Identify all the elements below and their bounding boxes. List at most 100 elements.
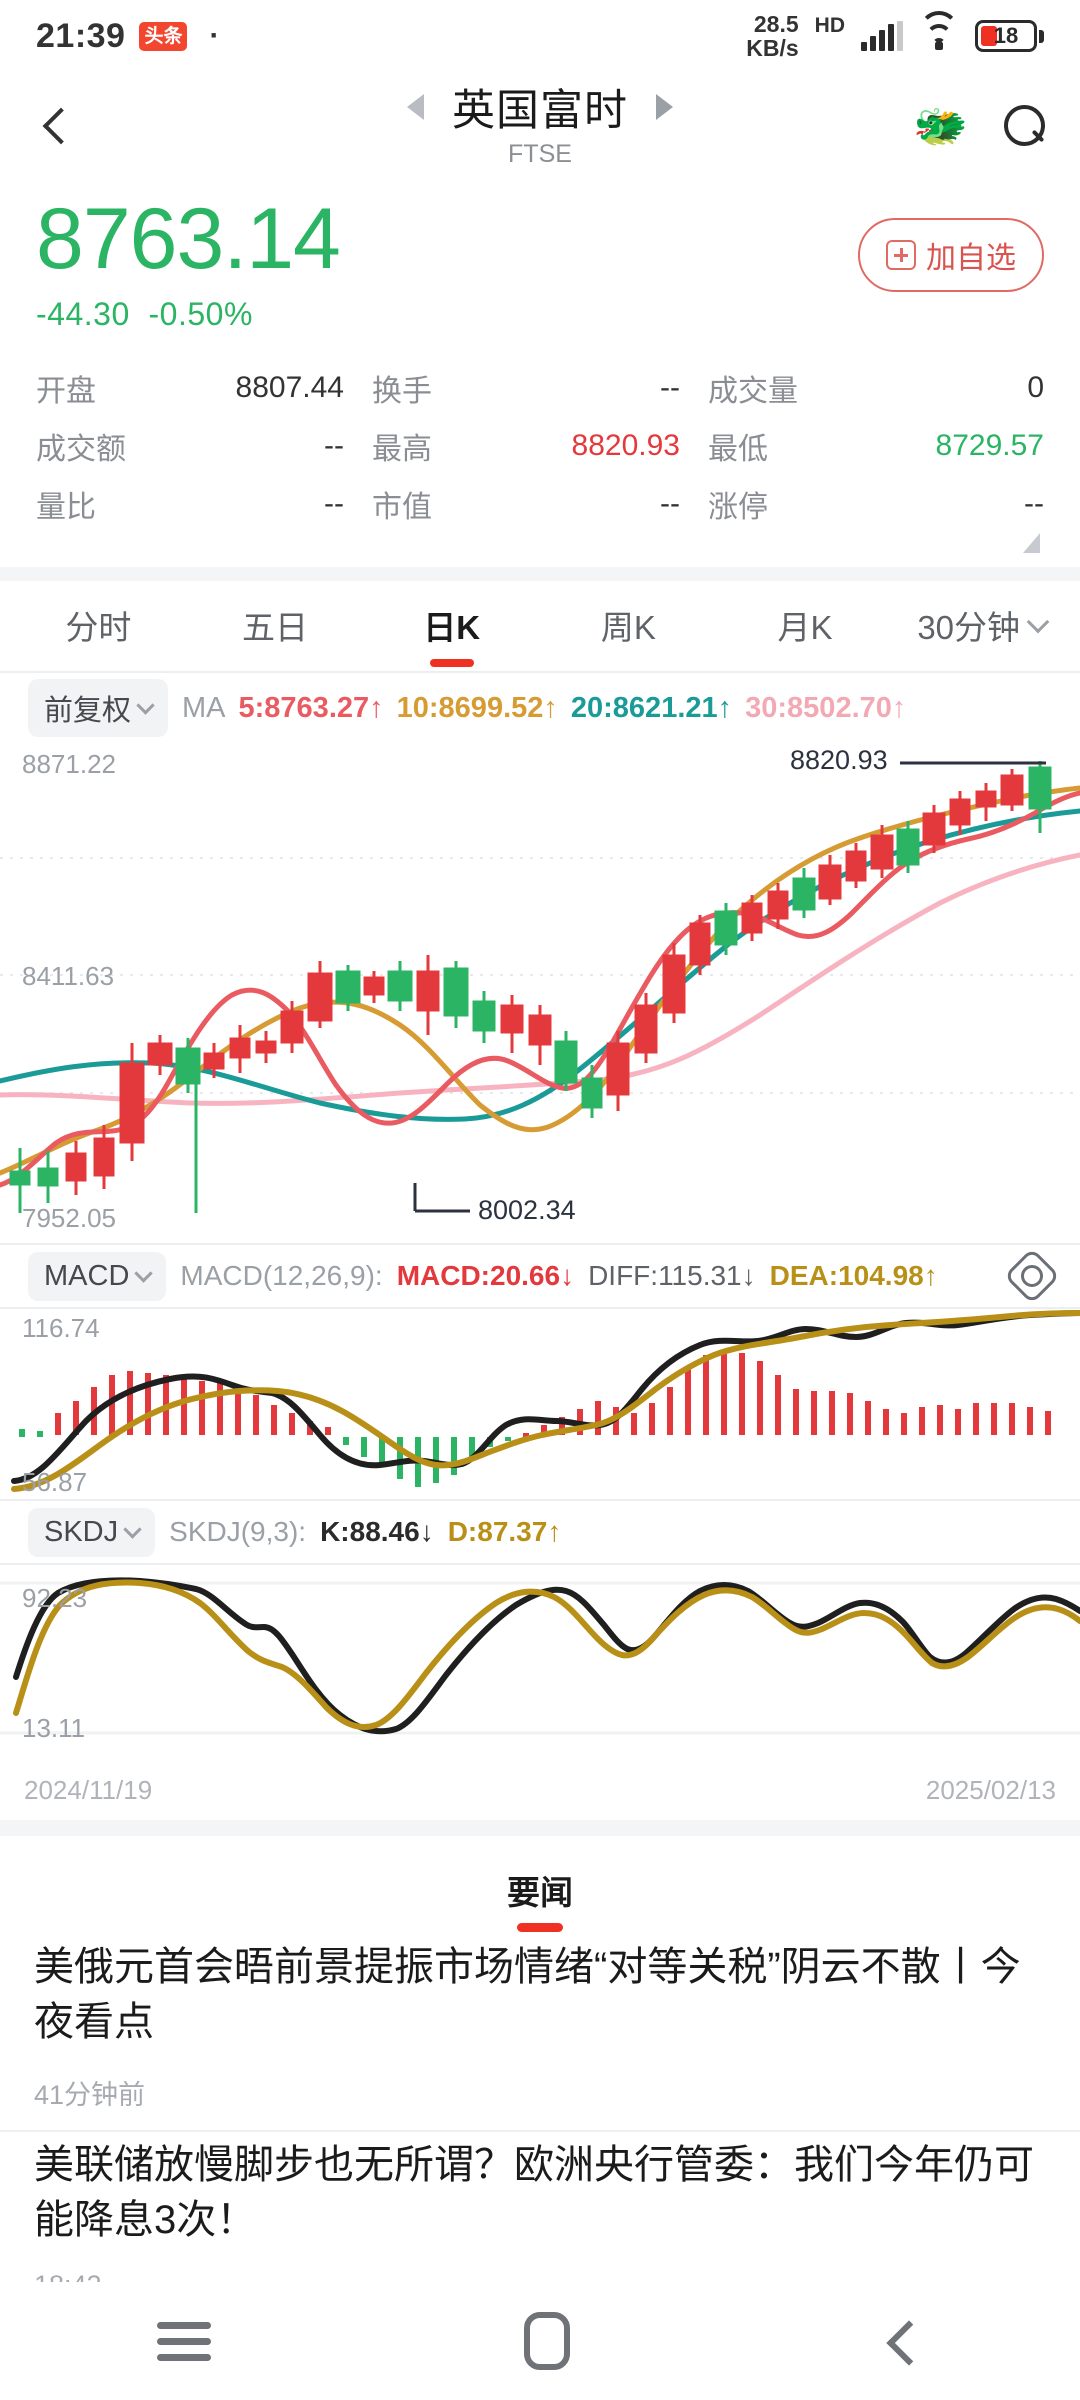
- back-chevron-icon[interactable]: [34, 104, 80, 150]
- stat-turnover-rate: 换手 --: [372, 366, 708, 410]
- date-start: 2024/11/19: [24, 1775, 153, 1806]
- tab-label: 分时: [65, 609, 132, 647]
- stat-label: 涨停: [708, 491, 768, 525]
- stat-amount: 成交额 --: [36, 424, 372, 468]
- tab-label: 日K: [423, 609, 481, 647]
- macd-indicator-header: MACD MACD(12,26,9): MACD:20.66↓ DIFF:115…: [0, 1243, 1080, 1310]
- stat-label: 量比: [36, 491, 96, 525]
- date-end: 2025/02/13: [925, 1775, 1056, 1806]
- stat-volume: 成交量 0: [708, 366, 1044, 410]
- add-to-watchlist-button[interactable]: 加自选: [858, 218, 1044, 292]
- status-icons: 28.5 KB/s HD 18: [746, 11, 1044, 60]
- news-headline: 美俄元首会晤前景提振市场情绪“对等关税”阴云不散丨今夜看点: [34, 1945, 1021, 2045]
- app-header: 英国富时 FTSE 🐲: [0, 72, 1080, 182]
- back-icon[interactable]: [883, 2321, 923, 2361]
- stat-value: 8729.57: [935, 429, 1044, 463]
- chevron-down-icon: [134, 1264, 154, 1283]
- kline-tabs: 分时 五日 日K 周K 月K 30分钟: [0, 581, 1080, 671]
- news-timestamp: 41分钟前: [34, 2079, 146, 2110]
- stat-value: --: [324, 429, 344, 463]
- stat-open: 开盘 8807.44: [36, 366, 372, 410]
- battery-level: 18: [993, 23, 1019, 48]
- tab-label: 月K: [777, 609, 833, 647]
- price-change: -44.30 -0.50%: [36, 296, 1044, 333]
- news-list-item[interactable]: 美俄元首会晤前景提振市场情绪“对等关税”阴云不散丨今夜看点 41分钟前: [0, 1934, 1080, 2111]
- avatar[interactable]: 🐲: [913, 102, 968, 151]
- home-icon[interactable]: [523, 2312, 570, 2370]
- stat-low: 最低 8729.57: [708, 424, 1044, 468]
- tab-headlines[interactable]: 要闻: [507, 1866, 573, 1934]
- macd-name: MACD: [44, 1259, 130, 1292]
- ma20-value: 20:8621.21↑: [570, 691, 733, 724]
- ma-legend: 前复权 MA 5:8763.27↑ 10:8699.52↑ 20:8621.21…: [0, 673, 1080, 743]
- plus-box-icon: [886, 240, 916, 270]
- recents-icon[interactable]: [156, 2313, 211, 2370]
- skdj-chart[interactable]: 92.23 13.11: [0, 1565, 1080, 1765]
- gear-icon[interactable]: [1003, 1248, 1061, 1305]
- skdj-k-value: K:88.46↓: [320, 1516, 434, 1548]
- macd-value: MACD:20.66↓: [396, 1260, 575, 1292]
- tab-weekly-k[interactable]: 周K: [540, 601, 717, 671]
- candlestick-chart[interactable]: 8871.22 8411.63 7952.05 8820.93 8002.34: [0, 743, 1080, 1243]
- skdj-name: SKDJ: [44, 1515, 119, 1548]
- stat-label: 换手: [372, 375, 432, 409]
- stat-value: 8820.93: [571, 429, 680, 463]
- macd-selector[interactable]: MACD: [28, 1251, 167, 1301]
- news-list-item[interactable]: 美联储放慢脚步也无所谓？欧洲央行管委：我们今年仍可能降息3次！ 18:42: [0, 2132, 1080, 2301]
- android-nav-bar: [0, 2282, 1080, 2400]
- tab-label: 五日: [242, 609, 308, 647]
- stat-label: 成交额: [36, 433, 126, 467]
- ma5-value: 5:8763.27↑: [238, 691, 384, 724]
- adjust-type-label: 前复权: [44, 695, 132, 728]
- macd-formula: MACD(12,26,9):: [180, 1260, 383, 1292]
- skdj-indicator-header: SKDJ SKDJ(9,3): K:88.46↓ D:87.37↑: [0, 1499, 1080, 1566]
- tab-monthly-k[interactable]: 月K: [717, 601, 894, 671]
- chevron-down-icon: [136, 696, 155, 715]
- add-to-watchlist-label: 加自选: [926, 242, 1016, 275]
- tab-30min[interactable]: 30分钟: [893, 601, 1070, 671]
- ma30-value: 30:8502.70↑: [745, 691, 907, 724]
- hd-label: HD: [814, 13, 845, 37]
- stat-label: 成交量: [708, 375, 798, 409]
- news-tabs: 要闻: [0, 1836, 1080, 1934]
- adjust-type-dropdown[interactable]: 前复权: [28, 679, 169, 738]
- battery-icon: 18: [975, 20, 1044, 52]
- stat-market-cap: 市值 --: [372, 482, 708, 526]
- triangle-left-icon[interactable]: [407, 94, 424, 120]
- tab-intraday[interactable]: 分时: [10, 601, 187, 671]
- section-divider: [0, 1820, 1080, 1837]
- page-title: 英国富时: [452, 87, 628, 135]
- page-subtitle: FTSE: [508, 140, 572, 168]
- tab-five-day[interactable]: 五日: [187, 601, 364, 671]
- stat-value: --: [324, 487, 344, 521]
- current-price: 8763.14: [36, 191, 341, 287]
- chevron-down-icon: [123, 1520, 142, 1539]
- tab-daily-k[interactable]: 日K: [363, 601, 540, 671]
- stat-value: --: [660, 371, 680, 405]
- skdj-selector[interactable]: SKDJ: [28, 1507, 156, 1557]
- status-dot: ·: [209, 19, 220, 52]
- chevron-down-icon: [1026, 610, 1050, 634]
- stats-row: 成交额 -- 最高 8820.93 最低 8729.57: [36, 417, 1044, 475]
- stat-high: 最高 8820.93: [372, 424, 708, 468]
- diff-value: DIFF:115.31↓: [588, 1260, 756, 1292]
- divider: [0, 671, 1080, 674]
- stat-value: 0: [1027, 371, 1044, 405]
- expand-triangle-icon[interactable]: [1023, 533, 1040, 554]
- stats-row: 量比 -- 市值 -- 涨停 --: [36, 475, 1044, 533]
- header-title-block: 英国富时 FTSE: [0, 76, 1080, 169]
- news-headline: 美联储放慢脚步也无所谓？欧洲央行管委：我们今年仍可能降息3次！: [34, 2142, 1034, 2242]
- skdj-formula: SKDJ(9,3):: [169, 1516, 307, 1548]
- network-speed: 28.5 KB/s: [746, 12, 798, 60]
- ma10-value: 10:8699.52↑: [396, 691, 558, 724]
- stat-label: 最低: [708, 433, 768, 467]
- stats-row: 开盘 8807.44 换手 -- 成交量 0: [36, 359, 1044, 417]
- app-badge: 头条: [139, 21, 188, 51]
- macd-chart[interactable]: 116.74 56.87: [0, 1309, 1080, 1499]
- triangle-right-icon[interactable]: [656, 94, 673, 120]
- skdj-d-value: D:87.37↑: [447, 1516, 562, 1548]
- search-icon[interactable]: [1002, 105, 1046, 149]
- stat-label: 开盘: [36, 375, 96, 409]
- dea-value: DEA:104.98↑: [769, 1260, 938, 1292]
- wifi-icon: [919, 11, 959, 51]
